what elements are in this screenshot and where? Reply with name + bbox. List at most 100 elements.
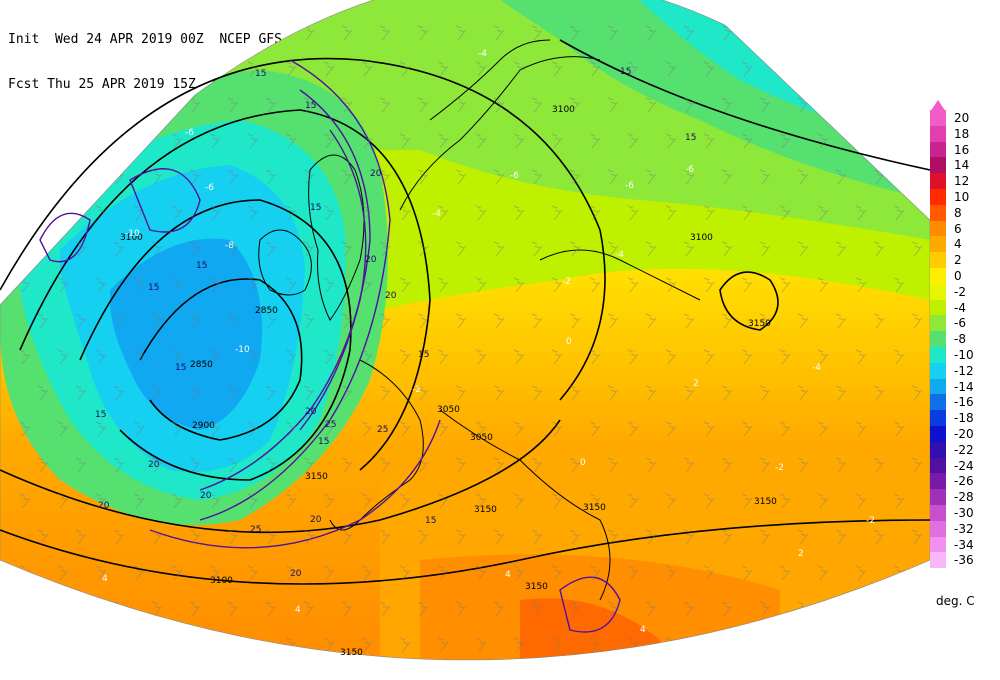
wind-barb [759,601,771,617]
legend-swatch [930,520,946,537]
wind-barb [607,25,619,41]
wind-barb [399,493,411,509]
wind-barb [285,277,297,293]
temp-label: -4 [615,250,624,260]
wind-barb [797,385,809,401]
wind-barb [247,493,259,509]
wind-barb [171,421,183,437]
wind-barb [817,133,829,149]
wind-barb [57,205,69,221]
wind-barb [455,529,467,545]
wind-barb [57,637,69,653]
wind-barb [817,565,829,581]
wind-barb [475,61,487,77]
wind-barb [665,205,677,221]
wind-barb [265,457,277,473]
wind-barb [911,25,923,41]
wind-barb [171,277,183,293]
wind-barb [493,457,505,473]
wind-barb [779,565,791,581]
wind-barb [379,457,391,473]
geo-label: 3100 [690,233,713,243]
wind-barb [361,133,373,149]
wind-barb [151,169,163,185]
wind-barb [627,61,639,77]
wind-barb [645,97,657,113]
wind-barb [417,169,429,185]
wind-barb [493,25,505,41]
wind-label: 15 [196,261,207,271]
wind-barb [113,25,125,41]
wind-barb [37,97,49,113]
wind-barb [171,565,183,581]
wind-barb [475,493,487,509]
legend-swatch [930,410,946,426]
wind-barb [779,205,791,221]
legend-swatch [930,141,946,158]
wind-barb [209,637,221,653]
legend-swatch [930,441,946,458]
wind-label: 25 [377,425,388,435]
wind-barb [475,637,487,653]
wind-barb [417,313,429,329]
wind-barb [227,601,239,617]
wind-barb [703,205,715,221]
wind-barb [683,313,695,329]
wind-label: 15 [425,516,436,526]
wind-barb [19,133,31,149]
wind-barb [855,421,867,437]
wind-label: 15 [620,67,631,77]
wind-barb [57,349,69,365]
wind-barb [399,565,411,581]
wind-barb [607,97,619,113]
wind-barb [379,385,391,401]
legend-tick-label: 2 [954,253,962,268]
wind-barb [75,529,87,545]
wind-barb [437,277,449,293]
wind-barb [399,637,411,653]
legend-swatch [930,378,946,395]
wind-barb [95,637,107,653]
wind-barb [209,349,221,365]
wind-barb [399,133,411,149]
wind-barb [627,133,639,149]
wind-barb [683,385,695,401]
legend-tick-label: -20 [954,427,974,441]
wind-barb [75,97,87,113]
wind-barb [569,241,581,257]
geo-label: 3100 [210,576,233,586]
wind-barb [209,565,221,581]
wind-barb [361,421,373,437]
wind-barb [437,133,449,149]
wind-label: 25 [250,525,261,535]
temp-label: -2 [562,277,571,287]
wind-barb [265,385,277,401]
geopotential-labels: 3100 3150 2850 2850 2900 3050 3050 3150 … [120,105,777,658]
legend-swatch [930,283,946,300]
wind-barb [341,25,353,41]
wind-barb [627,493,639,509]
wind-label: 15 [418,350,429,360]
wind-barb [303,601,315,617]
wind-barb [341,241,353,257]
wind-barb [209,61,221,77]
wind-barb [151,529,163,545]
wind-barb [265,313,277,329]
wind-barb [341,529,353,545]
legend-tick-label: 10 [954,190,970,204]
wind-barb [247,133,259,149]
wind-label: 20 [370,169,382,179]
wind-barb [551,349,563,365]
wind-barb [817,493,829,509]
wind-barb [171,493,183,509]
wind-barb [779,349,791,365]
wind-label: 15 [318,437,329,447]
wind-barb [569,97,581,113]
wind-barb [323,277,335,293]
geo-label: 3100 [552,105,575,115]
legend-tick-label: -4 [954,300,966,315]
wind-barb [627,349,639,365]
wind-barb [379,313,391,329]
wind-barb [285,61,297,77]
wind-barb [189,601,201,617]
